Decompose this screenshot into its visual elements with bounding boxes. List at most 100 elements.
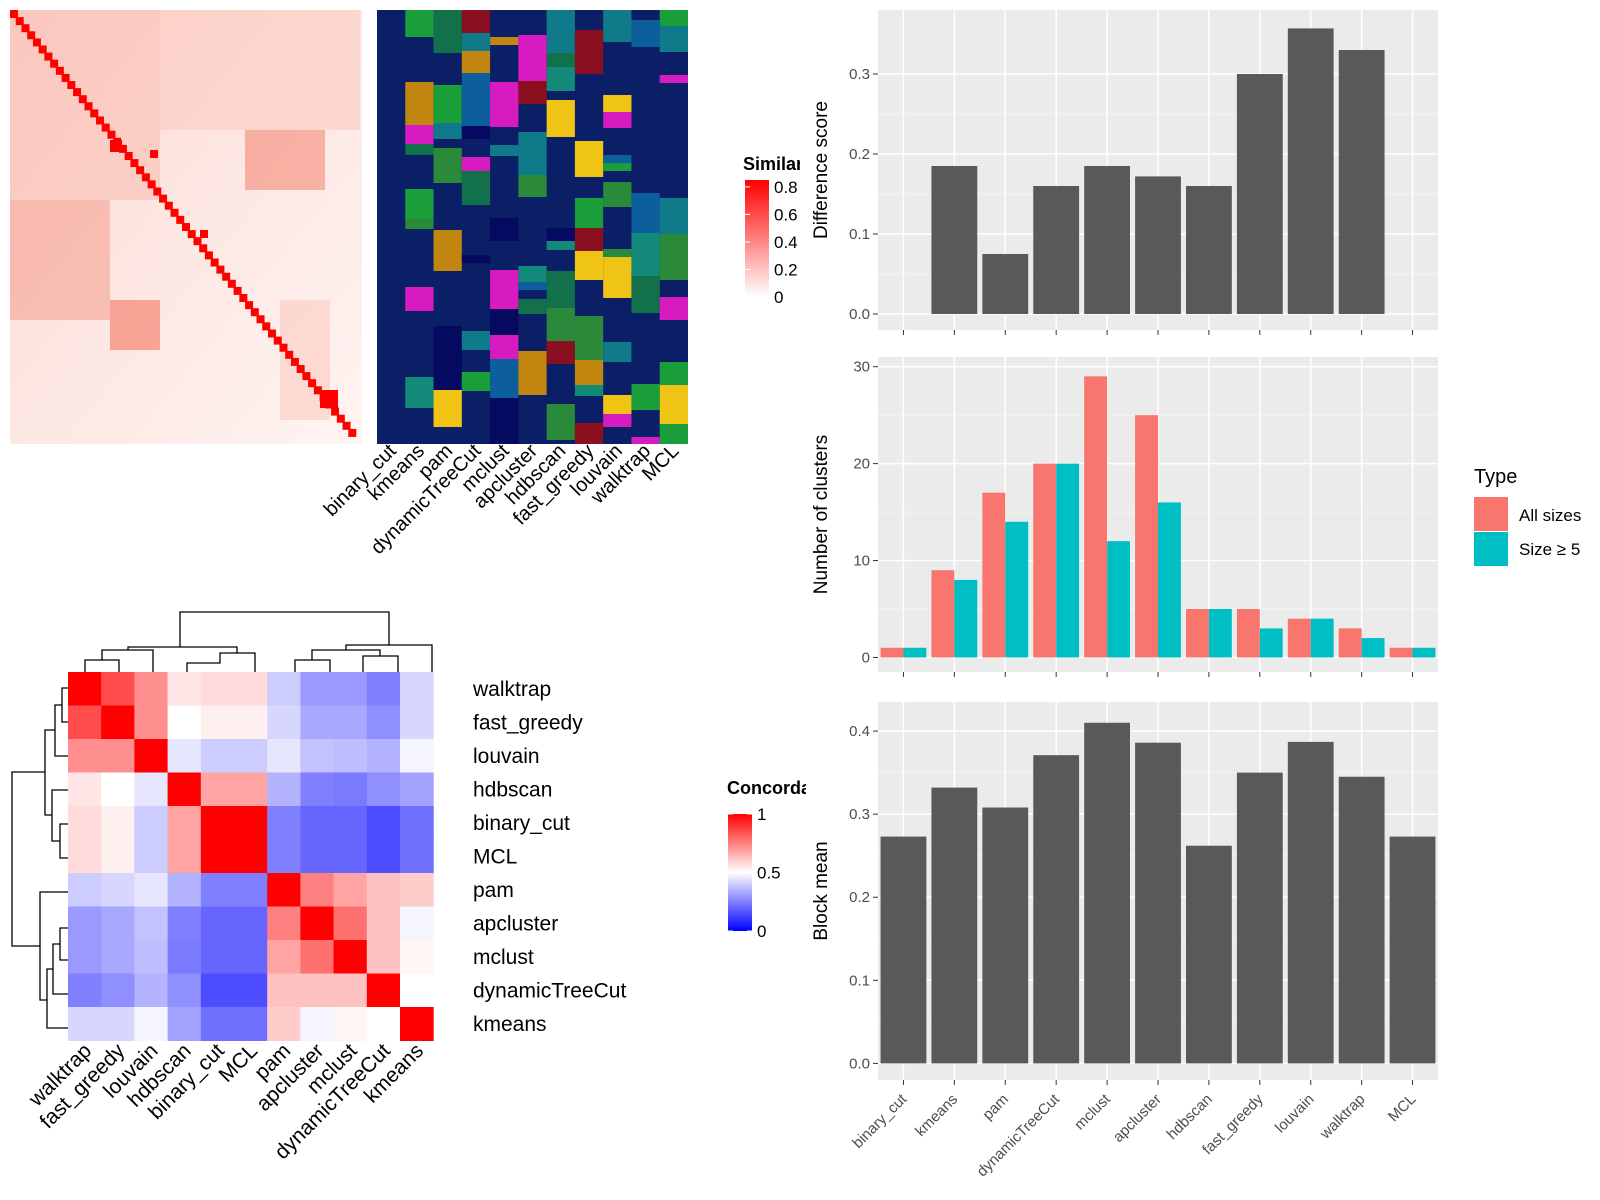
membership-block bbox=[490, 398, 519, 444]
similarity-diagonal-cell bbox=[130, 159, 139, 168]
concordance-cell bbox=[267, 705, 301, 740]
membership-block bbox=[433, 85, 462, 123]
concordance-cell bbox=[167, 739, 202, 773]
membership-block bbox=[405, 394, 434, 408]
concordance-cell bbox=[167, 705, 202, 740]
concordance-cell bbox=[68, 672, 102, 706]
membership-block bbox=[659, 234, 688, 280]
concordance-cell bbox=[134, 906, 169, 941]
membership-block bbox=[490, 37, 519, 45]
concordance-cell bbox=[366, 873, 401, 907]
bar-chart-2: 0.0 0.1 0.2 0.3 0.4 Block mean binary_cut kmean… bbox=[811, 702, 1438, 1180]
concordance-cell bbox=[101, 772, 135, 807]
concordance-cell bbox=[101, 705, 135, 740]
concordance-cell bbox=[300, 672, 335, 706]
similarity-diagonal-cell bbox=[170, 208, 179, 217]
concordance-cell bbox=[167, 672, 202, 706]
similarity-diagonal-cell bbox=[96, 116, 104, 125]
bar bbox=[982, 807, 1029, 1064]
legend-key-all-sizes bbox=[1474, 497, 1508, 531]
concordance-cell bbox=[234, 672, 268, 706]
concordance-cell bbox=[366, 772, 401, 807]
concordance-row-label: walktrap bbox=[472, 678, 551, 701]
concordance-cell bbox=[134, 940, 169, 974]
similarity-diagonal-cell bbox=[262, 322, 271, 331]
membership-block bbox=[546, 308, 575, 341]
similarity-diagonal bbox=[10, 10, 357, 437]
concordance-cell bbox=[400, 806, 434, 840]
similarity-diagonal-cell bbox=[182, 223, 190, 231]
concordance-cell bbox=[200, 806, 235, 840]
x-tick-label: kmeans bbox=[912, 1091, 961, 1140]
membership-block bbox=[490, 145, 519, 156]
x-tick-label: mclust bbox=[1071, 1090, 1114, 1133]
similarity-diagonal-cell bbox=[38, 45, 47, 54]
membership-block bbox=[546, 228, 575, 241]
concordance-cell bbox=[167, 906, 202, 941]
legend-label-all-sizes: All sizes bbox=[1519, 506, 1581, 525]
membership-block bbox=[603, 95, 632, 112]
bar bbox=[1135, 176, 1181, 314]
concordance-cell bbox=[234, 940, 268, 974]
concordance-cell bbox=[234, 906, 268, 941]
membership-block bbox=[461, 331, 491, 350]
similarity-diagonal-cell bbox=[290, 357, 299, 366]
concordance-row-label: mclust bbox=[473, 946, 534, 969]
membership-block bbox=[405, 82, 434, 125]
concordance-cell bbox=[234, 772, 268, 807]
membership-block bbox=[490, 282, 519, 309]
concordance-cell bbox=[68, 705, 102, 740]
similarity-diagonal-cell bbox=[256, 315, 265, 324]
concordance-cell bbox=[200, 672, 235, 706]
bar-all-sizes bbox=[1389, 647, 1413, 658]
membership-block bbox=[433, 344, 462, 390]
membership-block bbox=[518, 81, 547, 104]
concordance-cell bbox=[167, 1007, 202, 1041]
membership-block bbox=[405, 287, 434, 311]
membership-block bbox=[659, 385, 688, 424]
similarity-diagonal-cell bbox=[331, 407, 340, 416]
similarity-diagonal-cell bbox=[233, 286, 242, 295]
concordance-cell bbox=[234, 973, 268, 1008]
similarity-diagonal-cell bbox=[84, 102, 93, 111]
membership-block bbox=[546, 241, 575, 250]
concordance-cell bbox=[200, 1007, 235, 1041]
concordance-cell bbox=[333, 973, 368, 1008]
similarity-diagonal-cell bbox=[296, 365, 305, 373]
concordance-cell bbox=[101, 806, 135, 840]
similarity-diagonal-cell bbox=[250, 308, 259, 317]
bar-all-sizes bbox=[1236, 609, 1260, 658]
membership-block bbox=[490, 270, 519, 282]
concordance-cell bbox=[333, 705, 368, 740]
concordance-cell bbox=[366, 672, 401, 706]
membership-block bbox=[574, 423, 604, 444]
membership-block bbox=[631, 276, 660, 313]
concordance-cell bbox=[68, 739, 102, 773]
similarity-diagonal-cell bbox=[210, 258, 219, 267]
membership-block bbox=[574, 228, 604, 251]
concordance-cell bbox=[267, 839, 301, 874]
y-tick-label: 0 bbox=[862, 649, 870, 666]
concordance-legend-tick-label: 1 bbox=[757, 805, 766, 824]
similarity-diagonal-cell bbox=[55, 66, 64, 75]
similarity-diagonal-cell bbox=[279, 343, 288, 352]
membership-block bbox=[631, 20, 660, 47]
concordance-cell bbox=[267, 973, 301, 1008]
bar bbox=[931, 787, 978, 1064]
concordance-cell bbox=[267, 1007, 301, 1041]
concordance-cell bbox=[267, 940, 301, 974]
concordance-legend-tick-label: 0 bbox=[757, 922, 766, 941]
membership-block bbox=[490, 359, 519, 398]
x-tick-label: apcluster bbox=[1110, 1091, 1165, 1146]
membership-block bbox=[659, 362, 688, 385]
bar bbox=[1186, 845, 1232, 1064]
bar bbox=[1236, 74, 1283, 314]
concordance-cell bbox=[167, 839, 202, 874]
bar bbox=[1236, 772, 1283, 1064]
similarity-diagonal-cell bbox=[313, 386, 322, 395]
membership-block bbox=[518, 282, 547, 290]
y-tick-label: 0.3 bbox=[849, 806, 870, 823]
membership-block bbox=[546, 271, 575, 308]
membership-block bbox=[461, 51, 491, 73]
concordance-cell bbox=[267, 873, 301, 907]
